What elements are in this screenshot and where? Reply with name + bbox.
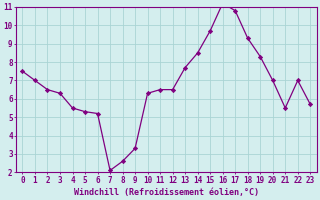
X-axis label: Windchill (Refroidissement éolien,°C): Windchill (Refroidissement éolien,°C) [74,188,259,197]
